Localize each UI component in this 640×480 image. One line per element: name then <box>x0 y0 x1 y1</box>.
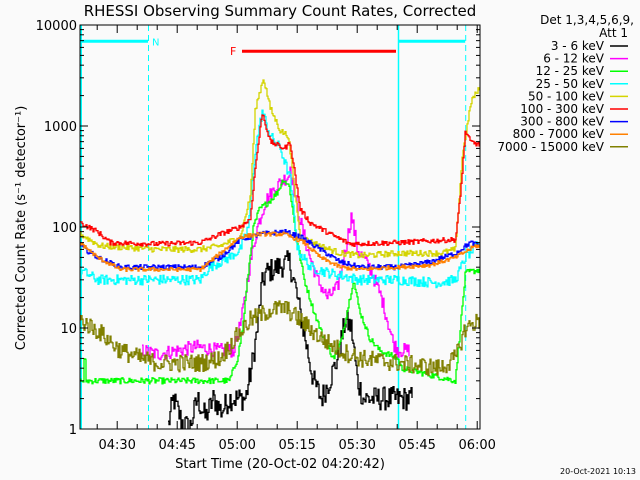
chart-title: RHESSI Observing Summary Count Rates, Co… <box>84 2 477 20</box>
x-tick-label: 04:45 <box>158 438 195 453</box>
legend-label: 800 - 7000 keV <box>513 127 605 141</box>
x-tick-label: 05:15 <box>278 438 315 453</box>
series-line-6 <box>80 228 480 271</box>
night-label: N <box>152 37 159 48</box>
flare-label: F <box>230 45 236 58</box>
legend-label: 12 - 25 keV <box>536 64 605 78</box>
y-tick-label: 1000 <box>44 120 77 135</box>
series-line-7 <box>80 231 480 273</box>
x-tick-label: 06:00 <box>458 438 495 453</box>
legend-label: 25 - 50 keV <box>536 77 605 91</box>
y-axis-label: Corrected Count Rate (s⁻¹ detector⁻¹) <box>14 106 29 351</box>
x-tick-label: 05:45 <box>398 438 435 453</box>
series-line-8 <box>80 300 480 376</box>
legend-header-attenuator: Att 1 <box>599 26 628 40</box>
x-tick-label: 04:30 <box>98 438 135 453</box>
legend-label: 100 - 300 keV <box>520 102 604 116</box>
plot-area: NF <box>80 25 480 429</box>
y-tick-label: 1 <box>69 423 77 438</box>
axes: 1 10 100 1000 10000 04:30 04:45 05:00 05:15 05:30… <box>36 19 496 453</box>
x-axis-label: Start Time (20-Oct-02 04:20:42) <box>175 457 385 472</box>
x-tick-label: 05:30 <box>338 438 375 453</box>
legend-label: 300 - 800 keV <box>520 115 604 129</box>
generation-timestamp: 20-Oct-2021 10:13 <box>560 467 636 476</box>
y-tick-label: 100 <box>52 221 77 236</box>
legend-label: 6 - 12 keV <box>543 52 605 66</box>
y-tick-label: 10 <box>60 322 77 337</box>
y-tick-label: 10000 <box>36 19 77 34</box>
legend-label: 7000 - 15000 keV <box>497 140 604 154</box>
series-group <box>80 25 480 429</box>
series-line-5 <box>80 114 480 247</box>
legend-header-detectors: Det 1,3,4,5,6,9, <box>540 13 634 27</box>
x-tick-label: 05:00 <box>218 438 255 453</box>
series-line-0 <box>168 250 413 429</box>
legend-label: 50 - 100 keV <box>528 89 605 103</box>
legend-label: 3 - 6 keV <box>551 39 605 53</box>
